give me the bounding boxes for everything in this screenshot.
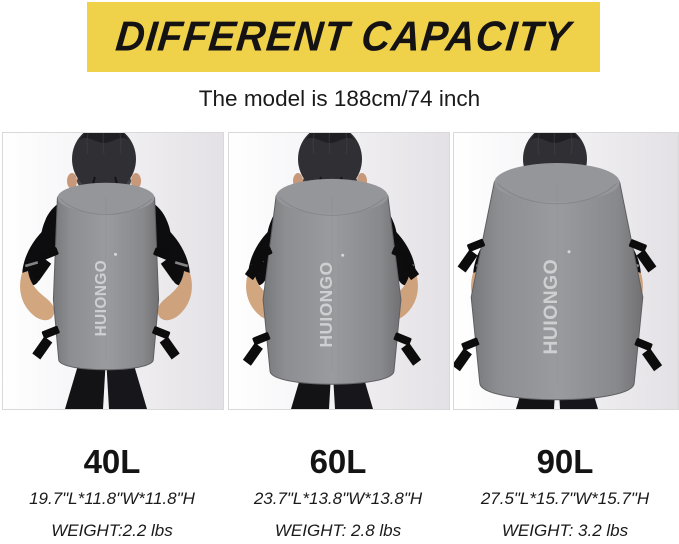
svg-text:HUIONGO: HUIONGO [316,261,336,347]
svg-text:HUIONGO: HUIONGO [541,259,562,355]
svg-text:HUIONGO: HUIONGO [93,260,110,337]
